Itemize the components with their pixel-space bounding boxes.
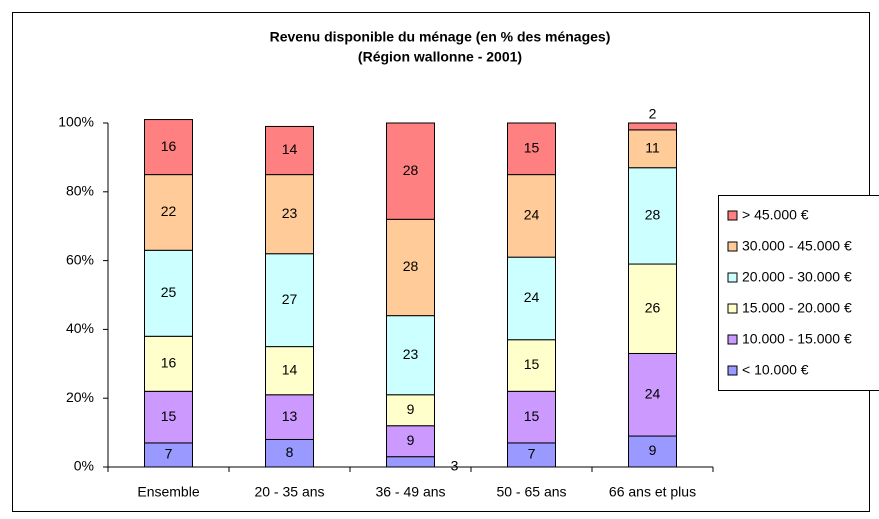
x-tick-label: 36 - 49 ans: [375, 484, 445, 500]
bar-segment: [628, 122, 677, 131]
data-label: 22: [161, 203, 177, 219]
legend-label: > 45.000 €: [742, 207, 809, 223]
chart-subtitle: (Région wallonne - 2001): [358, 49, 522, 65]
legend-label: 20.000 - 30.000 €: [742, 269, 852, 285]
bar-segment: [386, 315, 435, 396]
data-label: 25: [161, 284, 177, 300]
y-tick-label: 0%: [74, 458, 94, 474]
bar-segment: [386, 394, 435, 427]
bar-segment: [628, 129, 677, 169]
data-label: 14: [282, 361, 298, 377]
bar-segment: [628, 435, 677, 468]
data-label: 15: [161, 408, 177, 424]
bar-segment: [144, 249, 193, 337]
bar-segment: [386, 218, 435, 317]
y-tick-label: 60%: [66, 251, 94, 267]
legend-swatch: [727, 272, 738, 283]
data-label: 11: [645, 140, 660, 156]
data-label: 15: [524, 140, 540, 156]
x-tick-label: 20 - 35 ans: [254, 484, 324, 500]
legend-swatch: [727, 334, 738, 345]
chart-title: Revenu disponible du ménage (en % des mé…: [270, 29, 611, 45]
data-label: 7: [165, 446, 173, 462]
bar-segment: [628, 352, 677, 437]
bar-segment: [507, 256, 556, 341]
x-tick-label: Ensemble: [137, 484, 199, 500]
legend-label: 30.000 - 45.000 €: [742, 238, 852, 254]
bar-segment: [507, 122, 556, 176]
bar-segment: [265, 253, 314, 348]
data-label: 14: [282, 141, 298, 157]
data-label: 23: [403, 346, 419, 362]
x-tick-label: 66 ans et plus: [609, 484, 696, 500]
data-label: 28: [403, 162, 419, 178]
bar-segment: [386, 456, 435, 468]
data-label: 8: [286, 444, 294, 460]
legend-swatch: [727, 241, 738, 252]
y-tick-label: 100%: [58, 114, 94, 130]
bar-segment: [386, 425, 435, 458]
y-tick-label: 80%: [66, 183, 94, 199]
bar-segment: [507, 339, 556, 392]
data-label: 24: [645, 385, 661, 401]
legend-label: 10.000 - 15.000 €: [742, 331, 852, 347]
bar-segment: [386, 122, 435, 220]
bar-segment: [144, 119, 193, 176]
legend-label: < 10.000 €: [742, 362, 809, 378]
bar-segment: [144, 335, 193, 392]
data-label: 23: [282, 205, 298, 221]
bar-segment: [628, 263, 677, 354]
data-label: 3: [451, 458, 459, 474]
bar-segment: [265, 125, 314, 176]
data-label: 15: [524, 356, 540, 372]
data-label: 24: [524, 207, 540, 223]
data-label: 9: [407, 432, 415, 448]
data-label: 16: [161, 355, 177, 371]
legend-swatch: [727, 210, 738, 221]
y-tick-label: 20%: [66, 389, 94, 405]
bar-segment: [507, 174, 556, 258]
data-label: 9: [649, 442, 657, 458]
data-label: 28: [403, 258, 419, 274]
legend-swatch: [727, 365, 738, 376]
bar-segment: [265, 174, 314, 255]
legend-box: [718, 195, 879, 391]
bar-segment: [265, 346, 314, 396]
bar-segment: [628, 167, 677, 265]
data-label: 28: [645, 207, 661, 223]
bar-segment: [265, 394, 314, 440]
data-label: 27: [282, 291, 298, 307]
data-label: 9: [407, 401, 415, 417]
data-label: 24: [524, 289, 540, 305]
data-label: 7: [528, 446, 536, 462]
data-label: 26: [645, 299, 661, 315]
data-label: 15: [524, 408, 540, 424]
legend-label: 15.000 - 20.000 €: [742, 300, 852, 316]
bar-segment: [507, 390, 556, 444]
bar-segment: [507, 442, 556, 468]
data-label: 2: [649, 106, 657, 122]
y-tick-label: 40%: [66, 320, 94, 336]
data-label: 16: [161, 138, 177, 154]
legend-swatch: [727, 303, 738, 314]
data-label: 13: [282, 408, 298, 424]
x-tick-label: 50 - 65 ans: [496, 484, 566, 500]
bar-segment: [144, 174, 193, 251]
